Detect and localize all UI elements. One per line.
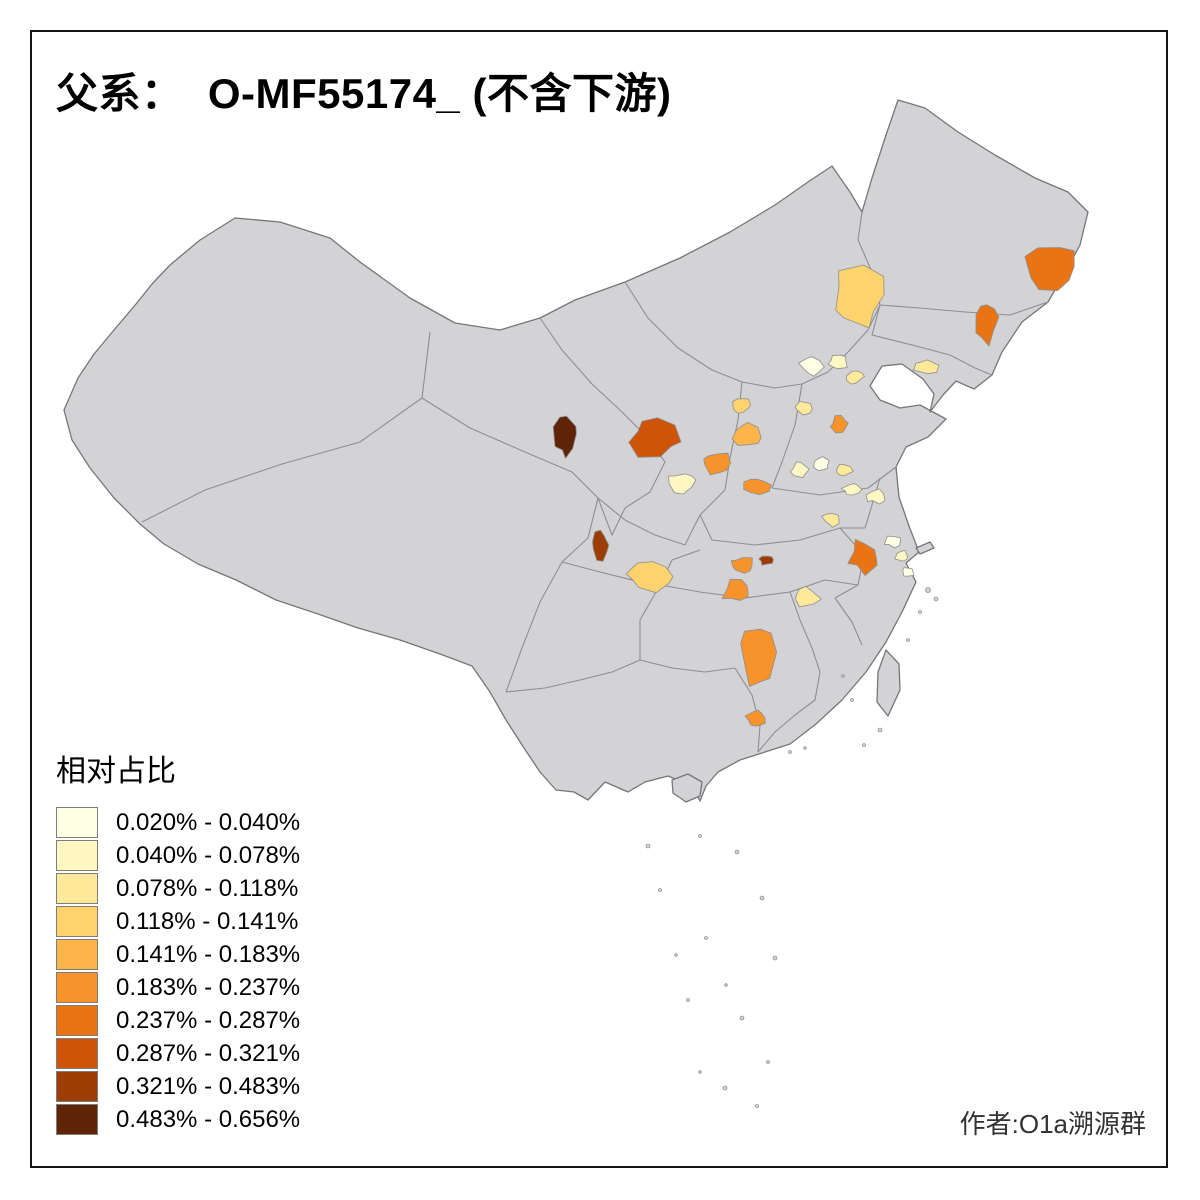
map-region [912, 359, 940, 375]
map-region [794, 585, 822, 608]
legend-row: 0.078% - 0.118% [56, 872, 300, 905]
legend-swatch [56, 873, 98, 904]
legend-swatch [56, 939, 98, 970]
attribution: 作者:O1a溯源群 [959, 1109, 1146, 1139]
map-region [721, 578, 749, 601]
legend-row: 0.321% - 0.483% [56, 1070, 300, 1103]
map-region [744, 709, 766, 727]
legend-swatch [56, 807, 98, 838]
legend-row: 0.020% - 0.040% [56, 806, 300, 839]
province-borders [141, 211, 1049, 753]
legend-swatch [56, 1038, 98, 1069]
legend-label: 0.483% - 0.656% [116, 1105, 301, 1133]
legend-swatch [56, 1071, 98, 1102]
colored-regions [552, 247, 1075, 727]
legend-row: 0.118% - 0.141% [56, 905, 300, 938]
map-region [829, 414, 849, 434]
map-region [865, 488, 886, 505]
map-region [731, 422, 762, 446]
legend-swatch [56, 1104, 98, 1135]
legend-row: 0.287% - 0.321% [56, 1037, 300, 1070]
legend-row: 0.141% - 0.183% [56, 938, 300, 971]
map-region [592, 529, 610, 562]
legend-swatch [56, 840, 98, 871]
map-region [743, 478, 772, 496]
map-region [836, 463, 854, 477]
legend-label: 0.237% - 0.287% [116, 1006, 301, 1034]
legend-row: 0.183% - 0.237% [56, 971, 300, 1004]
map-region [798, 356, 825, 377]
map-region [758, 555, 774, 566]
page-title: 父系： O-MF55174_ (不含下游) [56, 70, 672, 117]
legend-label: 0.078% - 0.118% [116, 874, 299, 902]
map-region [902, 567, 915, 577]
mainland-outline [63, 99, 1089, 802]
chongming-island [915, 541, 935, 555]
legend-label: 0.141% - 0.183% [116, 940, 301, 968]
map-region [827, 354, 848, 370]
legend-row: 0.040% - 0.078% [56, 839, 300, 872]
map-region [552, 415, 577, 460]
map-region [894, 549, 909, 562]
small-islands [645, 587, 939, 1108]
legend-label: 0.020% - 0.040% [116, 808, 301, 836]
map-region [821, 513, 840, 528]
legend-label: 0.118% - 0.141% [116, 907, 299, 935]
map-region [740, 628, 778, 687]
map-region [625, 561, 674, 594]
plot-frame [30, 30, 1168, 1168]
legend-label: 0.183% - 0.237% [116, 973, 301, 1001]
map-region [813, 456, 830, 472]
map-region [975, 304, 1000, 347]
map-region [835, 264, 885, 329]
map-region [668, 473, 697, 495]
map-region [628, 417, 682, 458]
map-region [703, 452, 732, 476]
map-region [789, 461, 810, 479]
legend-title: 相对占比 [56, 755, 176, 788]
legend-swatch [56, 906, 98, 937]
legend-row: 0.483% - 0.656% [56, 1103, 300, 1136]
map-region [840, 483, 863, 496]
map-region [732, 398, 752, 414]
mainland [63, 99, 1089, 803]
legend-label: 0.040% - 0.078% [116, 841, 301, 869]
legend-label: 0.287% - 0.321% [116, 1039, 301, 1067]
legend-row: 0.237% - 0.287% [56, 1004, 300, 1037]
map-region [845, 370, 866, 385]
taiwan-island [876, 649, 901, 717]
legend-swatch [56, 1005, 98, 1036]
legend: 相对占比 0.020% - 0.040% 0.040% - 0.078% 0.0… [56, 746, 300, 1136]
map-region [730, 557, 753, 574]
map-region [1024, 247, 1075, 292]
map-region [883, 535, 901, 549]
map-region [847, 538, 878, 577]
hainan-island [671, 773, 703, 803]
map-region [794, 400, 813, 416]
legend-swatch [56, 972, 98, 1003]
legend-label: 0.321% - 0.483% [116, 1072, 301, 1100]
